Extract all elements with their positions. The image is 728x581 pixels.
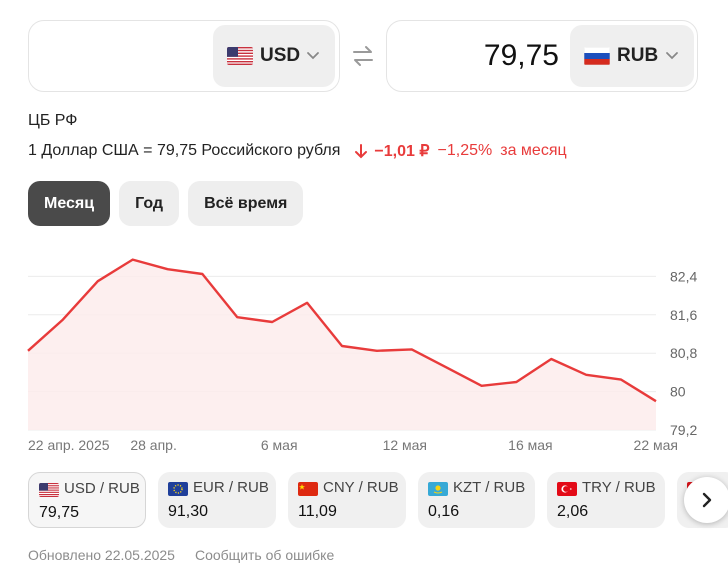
ru-flag-icon xyxy=(584,47,610,65)
rate-change-period: за месяц xyxy=(500,142,567,159)
x-tick-label: 22 апр. 2025 xyxy=(28,437,110,453)
y-tick-label: 79,2 xyxy=(670,422,697,438)
from-amount-box[interactable]: 1 USD xyxy=(28,20,340,92)
rate-change-percent: −1,25% xyxy=(437,142,493,159)
period-tabs: Месяц Год Всё время xyxy=(28,181,304,226)
pair-try-rub[interactable]: TRY / RUB 2,06 xyxy=(547,472,665,528)
pair-name: KZT / RUB xyxy=(453,479,526,496)
pair-name: TRY / RUB xyxy=(582,479,656,496)
pair-value: 2,06 xyxy=(557,503,589,520)
tr-flag-icon xyxy=(557,482,577,496)
pair-value: 0,16 xyxy=(428,503,460,520)
y-tick-label: 80 xyxy=(670,384,686,400)
us-flag-icon xyxy=(227,47,253,65)
y-tick-label: 81,6 xyxy=(670,307,697,323)
tab-month[interactable]: Месяц xyxy=(28,181,111,226)
pair-value: 11,09 xyxy=(298,503,337,520)
tab-year[interactable]: Год xyxy=(119,181,180,226)
eu-flag-icon xyxy=(168,482,188,496)
tab-all-time[interactable]: Всё время xyxy=(188,181,304,226)
pair-value: 91,30 xyxy=(168,503,209,520)
from-currency-select[interactable]: USD xyxy=(213,25,335,87)
y-tick-label: 80,8 xyxy=(670,345,697,361)
pair-cny-rub[interactable]: CNY / RUB 11,09 xyxy=(288,472,406,528)
arrow-down-icon xyxy=(354,143,368,159)
cn-flag-icon xyxy=(298,482,318,496)
rate-change-absolute: −1,01 ₽ xyxy=(374,143,430,160)
pair-usd-rub[interactable]: USD / RUB 79,75 xyxy=(28,472,146,528)
from-amount-input[interactable]: 1 xyxy=(39,21,229,91)
pair-name: CNY / RUB xyxy=(323,479,399,496)
pair-name: EUR / RUB xyxy=(193,479,269,496)
x-tick-label: 6 мая xyxy=(261,437,298,453)
us-flag-icon xyxy=(39,483,59,497)
y-tick-label: 82,4 xyxy=(670,268,697,284)
scroll-right-button[interactable] xyxy=(684,477,728,523)
to-amount-input[interactable]: 79,75 xyxy=(483,39,559,72)
chevron-down-icon xyxy=(666,52,678,60)
chevron-right-icon xyxy=(702,492,712,508)
pair-eur-rub[interactable]: EUR / RUB 91,30 xyxy=(158,472,276,528)
rate-source-label: ЦБ РФ xyxy=(28,112,78,129)
pair-value: 79,75 xyxy=(39,504,80,521)
pair-name: USD / RUB xyxy=(64,480,140,497)
to-currency-select[interactable]: RUB xyxy=(570,25,694,87)
x-tick-label: 16 мая xyxy=(508,437,552,453)
currency-pairs-list: USD / RUB 79,75 EUR / RUB 91,30 CNY / RU… xyxy=(28,472,728,528)
to-amount-box[interactable]: 79,75 RUB xyxy=(386,20,698,92)
x-tick-label: 28 апр. xyxy=(130,437,177,453)
report-error-link[interactable]: Сообщить об ошибке xyxy=(194,547,335,563)
swap-icon[interactable] xyxy=(350,44,376,68)
to-currency-code: RUB xyxy=(617,45,659,66)
from-currency-code: USD xyxy=(260,45,301,66)
chart-area xyxy=(28,259,656,430)
x-tick-label: 12 мая xyxy=(383,437,427,453)
rate-text: 1 Доллар США = 79,75 Российского рубля xyxy=(28,142,341,159)
kz-flag-icon xyxy=(428,482,448,496)
rate-chart[interactable]: 79,2 80 80,8 81,6 82,4 22 апр. 2025 28 апр. 6 м… xyxy=(0,238,728,458)
updated-date: Обновлено 22.05.2025 xyxy=(28,547,175,563)
chevron-down-icon xyxy=(307,52,319,60)
x-tick-label: 22 мая xyxy=(634,437,678,453)
footer: Обновлено 22.05.2025 Сообщить об ошибке xyxy=(28,547,334,563)
pair-kzt-rub[interactable]: KZT / RUB 0,16 xyxy=(418,472,535,528)
rate-summary: 1 Доллар США = 79,75 Российского рубля −… xyxy=(28,141,567,161)
